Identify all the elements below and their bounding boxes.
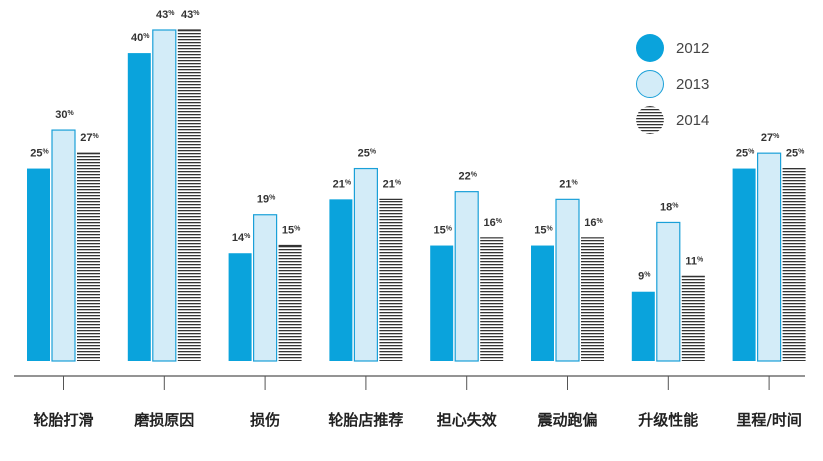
legend-swatch-2014 bbox=[636, 106, 664, 134]
bar-2013-6 bbox=[656, 221, 681, 362]
value-label-2012-4: 15% bbox=[433, 225, 452, 237]
value-label-2013-0: 30% bbox=[55, 109, 74, 121]
bar-2013-3 bbox=[353, 167, 378, 362]
bar-2013-4 bbox=[454, 191, 479, 362]
category-label-5: 震动跑偏 bbox=[537, 411, 597, 429]
bar-2012-7 bbox=[732, 168, 756, 361]
category-label-1: 磨损原因 bbox=[133, 411, 194, 429]
value-label-2014-2: 15% bbox=[282, 225, 301, 237]
bars-group bbox=[27, 29, 806, 362]
bar-2014-0 bbox=[77, 153, 100, 361]
value-label-2014-1: 43% bbox=[181, 9, 200, 21]
category-label-7: 里程/时间 bbox=[736, 411, 801, 429]
legend-item-2014: 2014 bbox=[636, 102, 709, 138]
bar-2013-0 bbox=[51, 129, 76, 362]
bar-2012-0 bbox=[27, 168, 50, 361]
legend-item-2012: 2012 bbox=[636, 30, 709, 66]
value-label-2014-5: 16% bbox=[584, 217, 603, 229]
category-labels-group: 轮胎打滑 磨损原因 损伤 轮胎店推荐 担心失效 震动跑偏 升级性能 里程/时间 bbox=[33, 411, 801, 429]
value-label-2012-7: 25% bbox=[736, 148, 755, 160]
legend-label-2014: 2014 bbox=[676, 111, 710, 129]
bar-2013-2 bbox=[253, 214, 278, 362]
bar-2012-6 bbox=[631, 291, 655, 361]
bar-2014-2 bbox=[278, 245, 302, 361]
bar-2014-7 bbox=[782, 168, 806, 361]
category-label-3: 轮胎店推荐 bbox=[328, 411, 403, 429]
bar-2012-1 bbox=[127, 53, 151, 362]
value-label-2013-3: 25% bbox=[358, 148, 377, 160]
value-label-2014-0: 27% bbox=[80, 132, 99, 144]
category-label-0: 轮胎打滑 bbox=[33, 411, 93, 429]
value-label-2012-0: 25% bbox=[30, 148, 49, 160]
bar-2013-7 bbox=[756, 152, 782, 362]
category-label-4: 担心失效 bbox=[437, 411, 498, 429]
value-label-2014-7: 25% bbox=[786, 148, 805, 160]
value-label-2012-1: 40% bbox=[131, 32, 150, 44]
value-label-2013-2: 19% bbox=[257, 194, 276, 206]
value-label-2013-4: 22% bbox=[458, 171, 477, 183]
legend-label-2012: 2012 bbox=[676, 39, 710, 57]
value-label-2012-6: 9% bbox=[638, 271, 651, 283]
value-label-2012-5: 15% bbox=[534, 225, 553, 237]
category-label-2: 损伤 bbox=[250, 411, 280, 429]
value-label-2013-5: 21% bbox=[559, 178, 578, 190]
x-axis bbox=[14, 375, 805, 390]
bar-2012-5 bbox=[531, 245, 554, 361]
bar-2013-5 bbox=[555, 198, 580, 362]
value-label-2013-1: 43% bbox=[156, 9, 175, 21]
bar-2014-4 bbox=[480, 237, 504, 361]
bar-2012-2 bbox=[228, 253, 252, 361]
value-label-2012-3: 21% bbox=[333, 178, 352, 190]
bar-2014-6 bbox=[681, 276, 705, 361]
value-label-2013-7: 27% bbox=[761, 132, 780, 144]
bar-2014-3 bbox=[379, 199, 403, 361]
bar-2012-3 bbox=[329, 199, 353, 361]
value-label-2014-6: 11% bbox=[685, 255, 704, 267]
legend-swatch-2013 bbox=[636, 70, 664, 98]
bar-2014-5 bbox=[581, 237, 604, 361]
legend-item-2013: 2013 bbox=[636, 66, 709, 102]
bar-2012-4 bbox=[430, 245, 454, 361]
legend: 2012 2013 2014 bbox=[636, 30, 709, 138]
legend-swatch-2012 bbox=[636, 34, 664, 62]
value-label-2014-3: 21% bbox=[383, 178, 402, 190]
value-label-2014-4: 16% bbox=[483, 217, 502, 229]
category-label-6: 升级性能 bbox=[638, 411, 698, 429]
bar-2014-1 bbox=[177, 30, 201, 361]
value-label-2013-6: 18% bbox=[660, 201, 679, 213]
value-labels-group: 25% 30% 27% 40% 43% 43% 14% 19% 15% 21% 25% 21% 15% 2… bbox=[30, 9, 805, 283]
legend-label-2013: 2013 bbox=[676, 75, 710, 93]
value-label-2012-2: 14% bbox=[232, 232, 251, 244]
bar-2013-1 bbox=[152, 29, 177, 362]
